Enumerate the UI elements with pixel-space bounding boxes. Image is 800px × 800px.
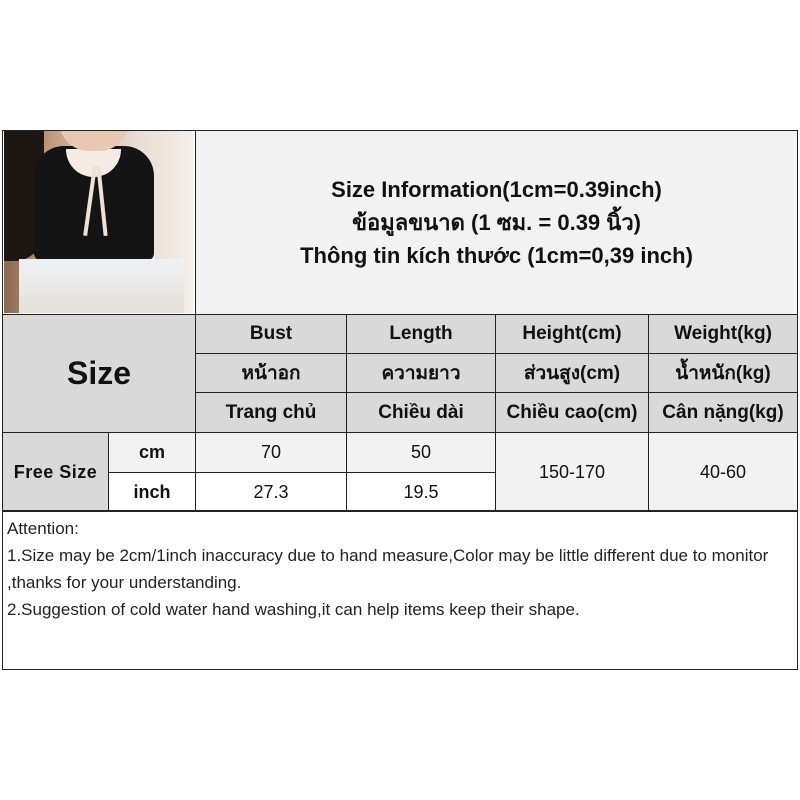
header-length-vi: Chiều dài bbox=[346, 392, 496, 433]
header-weight-en: Weight(kg) bbox=[648, 314, 798, 354]
header-bust-en: Bust bbox=[195, 314, 347, 354]
attention-line-2: 2.Suggestion of cold water hand washing,… bbox=[7, 600, 580, 619]
header-length-en: Length bbox=[346, 314, 496, 354]
attention-notes: Attention: 1.Size may be 2cm/1inch inacc… bbox=[2, 510, 798, 670]
header-weight-vi: Cân nặng(kg) bbox=[648, 392, 798, 433]
bust-inch: 27.3 bbox=[195, 472, 347, 512]
size-header: Size bbox=[2, 314, 196, 433]
length-cm: 50 bbox=[346, 432, 496, 473]
attention-heading: Attention: bbox=[7, 519, 79, 538]
header-bust-vi: Trang chủ bbox=[195, 392, 347, 433]
title-th: ข้อมูลขนาด (1 ซม. = 0.39 นิ้ว) bbox=[351, 210, 641, 235]
title-en: Size Information(1cm=0.39inch) bbox=[331, 177, 662, 202]
unit-inch: inch bbox=[108, 472, 196, 512]
header-length-th: ความยาว bbox=[346, 353, 496, 393]
attention-line-1: 1.Size may be 2cm/1inch inaccuracy due t… bbox=[7, 546, 769, 592]
bust-cm: 70 bbox=[195, 432, 347, 473]
unit-cm: cm bbox=[108, 432, 196, 473]
header-height-en: Height(cm) bbox=[495, 314, 649, 354]
size-information-title: Size Information(1cm=0.39inch) ข้อมูลขนา… bbox=[195, 130, 798, 315]
height-range: 150-170 bbox=[495, 432, 649, 512]
header-weight-th: น้ำหนัก(kg) bbox=[648, 353, 798, 393]
length-inch: 19.5 bbox=[346, 472, 496, 512]
header-height-vi: Chiều cao(cm) bbox=[495, 392, 649, 433]
size-free-size: Free Size bbox=[2, 432, 109, 512]
header-bust-th: หน้าอก bbox=[195, 353, 347, 393]
header-height-th: ส่วนสูง(cm) bbox=[495, 353, 649, 393]
title-vi: Thông tin kích thước (1cm=0,39 inch) bbox=[300, 243, 693, 268]
product-photo bbox=[4, 131, 193, 313]
weight-range: 40-60 bbox=[648, 432, 798, 512]
